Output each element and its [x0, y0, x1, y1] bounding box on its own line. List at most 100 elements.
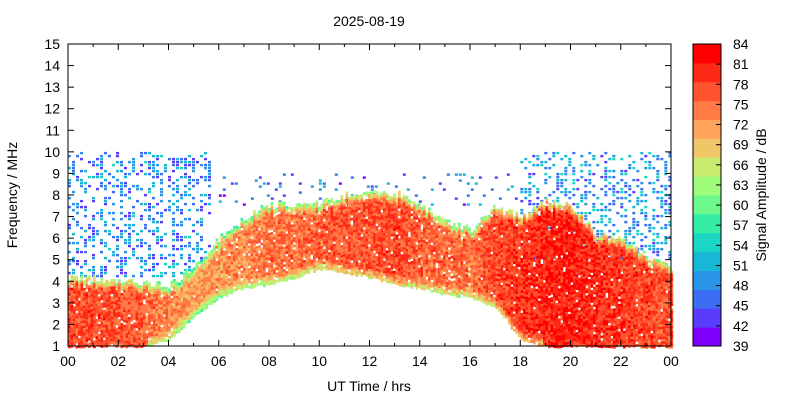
echo-cell: [123, 284, 126, 288]
echo-cell: [283, 224, 286, 227]
echo-cell: [405, 211, 409, 214]
echo-cell: [405, 206, 409, 209]
echo-cell: [320, 206, 324, 209]
echo-cell: [168, 318, 171, 322]
echo-cell: [360, 264, 364, 267]
echo-cell: [250, 243, 254, 247]
scatter-cell: [644, 217, 648, 221]
echo-cell: [425, 254, 429, 257]
echo-cell: [188, 277, 191, 281]
echo-cell: [283, 219, 286, 222]
echo-cell: [315, 205, 319, 209]
echo-cell: [380, 252, 384, 255]
echo-cell: [218, 284, 221, 288]
echo-cell: [135, 340, 139, 344]
echo-cell: [403, 214, 406, 218]
scatter-cell: [604, 193, 608, 197]
scatter-cell: [168, 157, 171, 161]
scatter-cell: [92, 232, 95, 236]
echo-cell: [403, 282, 406, 285]
scatter-cell: [536, 205, 540, 209]
echo-cell: [295, 218, 299, 222]
echo-cell: [138, 332, 141, 336]
echo-cell: [353, 242, 356, 246]
echo-cell: [333, 236, 336, 239]
scatter-cell: [290, 173, 294, 176]
echo-cell: [235, 230, 239, 234]
echo-cell: [83, 308, 86, 311]
echo-cell: [298, 223, 301, 226]
scatter-cell: [152, 175, 155, 179]
echo-cell: [263, 214, 266, 218]
echo-cell: [293, 259, 296, 263]
echo-cell: [383, 208, 386, 211]
echo-cell: [278, 269, 281, 272]
echo-cell: [380, 219, 384, 223]
echo-cell: [415, 254, 419, 258]
echo-cell: [418, 225, 421, 228]
scatter-cell: [68, 250, 71, 254]
scatter-cell: [144, 160, 147, 164]
echo-cell: [345, 228, 349, 232]
scatter-cell: [596, 229, 600, 233]
scatter-cell: [656, 172, 660, 176]
scatter-cell: [612, 223, 616, 227]
scatter-cell: [580, 211, 584, 215]
echo-cell: [398, 238, 401, 241]
echo-cell: [70, 335, 74, 338]
echo-cell: [425, 264, 429, 267]
scatter-cell: [92, 160, 95, 164]
echo-cell: [283, 201, 286, 205]
echo-cell: [353, 244, 356, 248]
scatter-cell: [136, 238, 139, 242]
echo-cell: [198, 308, 201, 312]
echo-cell: [173, 284, 176, 287]
scatter-cell: [148, 202, 151, 206]
echo-cell: [70, 300, 74, 303]
echo-cell: [70, 332, 74, 336]
echo-cell: [325, 260, 329, 264]
echo-cell: [140, 342, 144, 346]
echo-cell: [328, 199, 331, 203]
scatter-cell: [116, 178, 119, 182]
echo-cell: [80, 293, 84, 296]
scatter-cell: [584, 184, 588, 188]
echo-cell: [158, 318, 161, 322]
echo-cell: [413, 206, 416, 210]
echo-cell: [240, 255, 244, 259]
echo-cell: [340, 230, 344, 233]
echo-cell: [195, 284, 199, 288]
echo-cell: [250, 223, 254, 227]
echo-cell: [333, 228, 336, 232]
echo-cell: [405, 238, 409, 242]
echo-cell: [200, 269, 204, 273]
echo-cell: [78, 303, 81, 306]
echo-cell: [140, 300, 144, 303]
echo-cell: [165, 289, 169, 292]
echo-cell: [375, 231, 379, 234]
scatter-cell: [132, 166, 135, 170]
echo-cell: [398, 253, 401, 256]
echo-cell: [130, 293, 134, 297]
echo-cell: [258, 252, 261, 256]
scatter-cell: [72, 160, 75, 164]
echo-cell: [193, 305, 196, 308]
echo-cell: [345, 256, 349, 260]
echo-cell: [245, 252, 249, 256]
scatter-cell: [112, 253, 115, 257]
echo-cell: [405, 271, 409, 274]
echo-cell: [373, 190, 376, 194]
scatter-cell: [68, 166, 71, 170]
echo-cell: [405, 273, 409, 277]
echo-cell: [260, 280, 264, 283]
echo-cell: [385, 245, 389, 249]
scatter-cell: [112, 184, 115, 188]
echo-cell: [293, 229, 296, 233]
echo-cell: [393, 248, 396, 252]
echo-cell: [305, 263, 309, 267]
echo-cell: [80, 330, 84, 334]
echo-cell: [110, 309, 114, 312]
echo-cell: [348, 216, 351, 220]
echo-cell: [380, 192, 384, 195]
echo-cell: [103, 302, 106, 306]
